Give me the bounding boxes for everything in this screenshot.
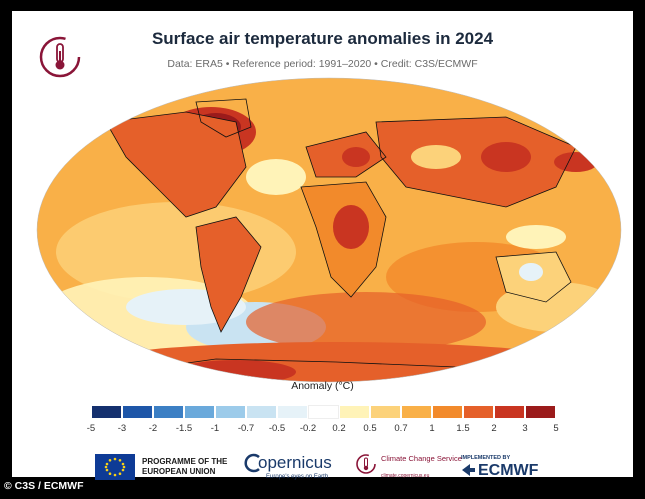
- legend-swatch: [92, 406, 121, 418]
- legend-swatch: [495, 406, 524, 418]
- legend-tick-label: -1: [210, 423, 220, 434]
- legend-swatch: [340, 406, 369, 418]
- legend-tick-label: -0.5: [268, 423, 286, 434]
- legend-tick-label: 1.5: [456, 423, 470, 434]
- legend-swatch: [371, 406, 400, 418]
- figure-panel: Surface air temperature anomalies in 202…: [12, 11, 633, 480]
- c3s-url: climate.copernicus.eu: [381, 473, 430, 479]
- image-credit: © C3S / ECMWF: [4, 480, 84, 492]
- map-title: Surface air temperature anomalies in 202…: [151, 29, 494, 48]
- map-subtitle: Data: ERA5 • Reference period: 1991–2020…: [167, 58, 478, 70]
- legend-tick-label: 0.7: [394, 423, 408, 434]
- eu-flag-icon: [95, 454, 135, 480]
- legend-swatch: [247, 406, 276, 418]
- partner-logos: PROGRAMME OF THE EUROPEAN UNION opernicu…: [12, 443, 633, 480]
- legend-tick-label: 0.5: [363, 423, 377, 434]
- legend-tick-label: -0.2: [299, 423, 317, 434]
- legend-tick-label: -0.7: [237, 423, 255, 434]
- temperature-anomaly-map: [36, 77, 622, 383]
- legend-tick-label: 5: [553, 423, 559, 434]
- ecmwf-logo-text: ECMWF: [478, 462, 539, 479]
- c3s-label: Climate Change Service: [381, 454, 462, 463]
- legend-tick-label: -5: [86, 423, 96, 434]
- copernicus-tagline: Europe's eyes on Earth: [266, 474, 329, 480]
- legend-colorbar: [92, 405, 557, 419]
- ecmwf-arrow-icon: [462, 464, 475, 476]
- c3s-thermometer-logo: [39, 36, 81, 78]
- copernicus-logo-text: opernicus: [258, 453, 332, 472]
- eu-programme-label: PROGRAMME OF THE EUROPEAN UNION: [142, 457, 228, 476]
- legend-swatch: [464, 406, 493, 418]
- legend-title: Anomaly (°C): [291, 380, 354, 392]
- legend-tick-label: 2: [491, 423, 497, 434]
- legend-swatch: [433, 406, 462, 418]
- legend-tick-label: -3: [117, 423, 127, 434]
- legend-swatch: [123, 406, 152, 418]
- legend-tick-label: -2: [148, 423, 158, 434]
- legend-swatch: [216, 406, 245, 418]
- legend-tick-label: 3: [522, 423, 528, 434]
- legend-swatch: [185, 406, 214, 418]
- implemented-by-label: IMPLEMENTED BY: [461, 455, 511, 461]
- legend-swatch: [402, 406, 431, 418]
- legend-tick-label: 1: [429, 423, 435, 434]
- copernicus-c-icon: [244, 453, 260, 473]
- legend-tick-label: 0.2: [332, 423, 346, 434]
- legend-swatch: [308, 405, 339, 419]
- legend-swatch: [154, 406, 183, 418]
- c3s-small-logo-icon: [356, 454, 376, 474]
- legend-swatch: [526, 406, 555, 418]
- legend-swatch: [278, 406, 307, 418]
- legend-tick-label: -1.5: [175, 423, 193, 434]
